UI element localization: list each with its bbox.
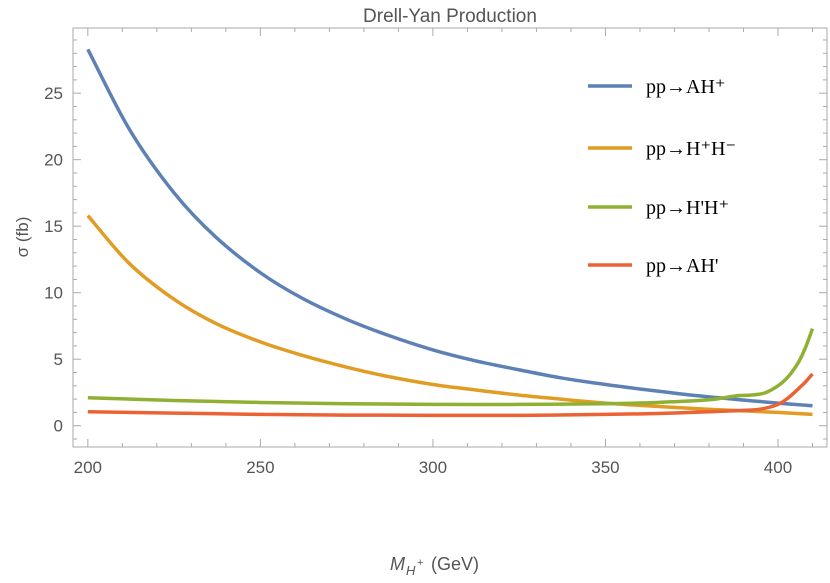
y-tick-label: 5 xyxy=(54,350,63,369)
y-axis-label: σ (fb) xyxy=(13,217,32,258)
y-tick-label: 25 xyxy=(44,84,63,103)
series-line-3 xyxy=(87,372,814,418)
y-tick-label: 0 xyxy=(54,417,63,436)
x-label-sub: H xyxy=(406,563,416,578)
y-tick-label: 20 xyxy=(44,151,63,170)
y-tick-label: 15 xyxy=(44,217,63,236)
legend-label: pp→H⁺H⁻ xyxy=(646,138,736,160)
legend-label: pp→AH' xyxy=(646,255,719,277)
y-tick-label: 10 xyxy=(44,284,63,303)
x-tick-label: 300 xyxy=(419,458,447,477)
chart-title: Drell-Yan Production xyxy=(363,6,537,27)
x-label-main: M xyxy=(390,554,405,574)
legend-label: pp→H'H⁺ xyxy=(646,197,729,219)
series-line-1 xyxy=(86,214,813,417)
x-tick-label: 350 xyxy=(591,458,619,477)
x-label-sup: + xyxy=(417,557,423,569)
x-axis-label: M H + (GeV) xyxy=(390,554,479,578)
x-label-unit: (GeV) xyxy=(431,554,479,574)
x-tick-label: 200 xyxy=(74,458,102,477)
x-tick-label: 400 xyxy=(764,458,792,477)
series-line-0 xyxy=(86,48,813,408)
series-line-2 xyxy=(87,328,815,407)
plot-frame xyxy=(72,27,828,448)
x-tick-label: 250 xyxy=(246,458,274,477)
legend-label: pp→AH⁺ xyxy=(646,76,725,98)
